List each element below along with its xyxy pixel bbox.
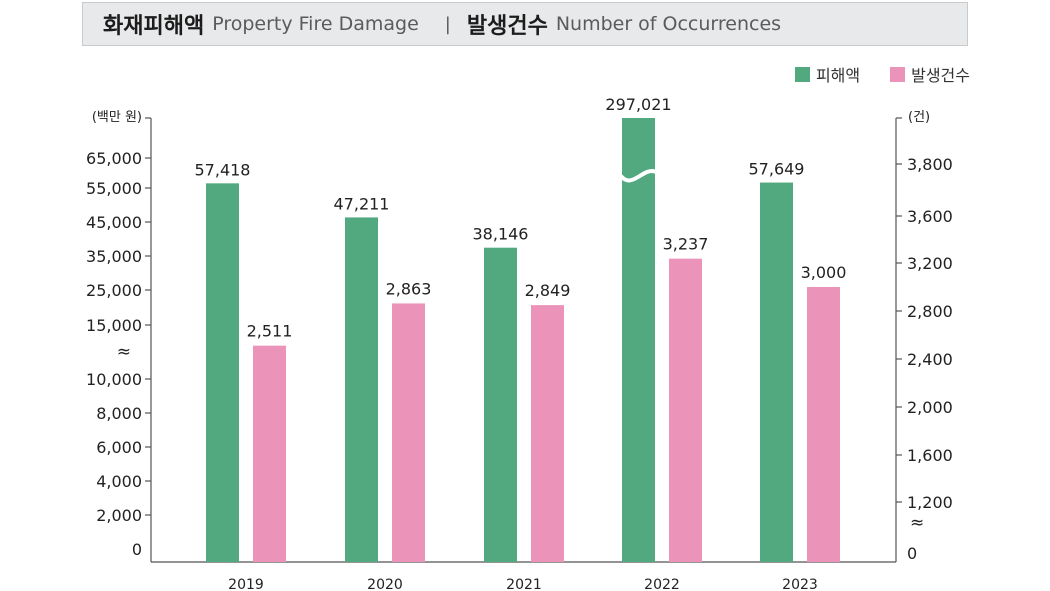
chart-title-bar: 화재피해액 Property Fire Damage | 발생건수 Number… <box>82 2 968 46</box>
left-axis-tick-label: 10,000 <box>86 370 142 389</box>
legend-item-count: 발생건수 <box>890 62 970 86</box>
left-axis-tick-label: 8,000 <box>96 404 142 423</box>
data-label-count-2023: 3,000 <box>801 263 847 282</box>
left-axis-tick-label: 6,000 <box>96 438 142 457</box>
right-axis-unit: (건) <box>908 110 930 125</box>
data-label-damage-2019: 57,418 <box>195 160 251 179</box>
left-axis-tick-label: 55,000 <box>86 179 142 198</box>
right-axis-tick-label: 2,800 <box>907 302 953 321</box>
bar-count-2023 <box>807 287 840 562</box>
bar-damage-2020 <box>345 217 378 562</box>
legend-label-count: 발생건수 <box>911 66 970 85</box>
right-axis-tick-label: 0 <box>907 544 917 563</box>
bar-count-2022 <box>669 258 702 562</box>
chart-labels: (백만 원) (건) 0 2,000 4,000 6,000 8,000 10,000 ≈15,… <box>86 95 953 591</box>
data-label-damage-2021: 38,146 <box>473 225 529 244</box>
title-count-ko: 발생건수 <box>466 14 548 39</box>
x-tick-label-2020: 2020 <box>367 577 403 591</box>
legend-item-damage: 피해액 <box>794 62 861 86</box>
bar-damage-2019 <box>206 183 239 562</box>
title-count-en: Number of Occurrences <box>555 13 782 35</box>
bar-damage-2022 <box>622 118 655 562</box>
chart-legend: 피해액 발생건수 <box>765 62 970 86</box>
title-damage-ko: 화재피해액 <box>103 14 205 39</box>
right-axis-break-mark: ≈ <box>910 513 924 533</box>
left-axis-unit: (백만 원) <box>92 110 142 125</box>
x-tick-label-2019: 2019 <box>228 577 264 591</box>
left-axis-tick-label: 4,000 <box>96 472 142 491</box>
x-tick-label-2023: 2023 <box>782 577 818 591</box>
left-axis-tick-label: 15,000 <box>86 316 142 335</box>
bar-damage-2023 <box>760 182 793 562</box>
right-axis-tick-label: 3,200 <box>907 254 953 273</box>
title-damage-en: Property Fire Damage <box>212 13 419 35</box>
right-axis-tick-label: 3,600 <box>907 207 953 226</box>
right-axis-tick-label: 1,600 <box>907 446 953 465</box>
bar-damage-2021 <box>484 247 517 562</box>
left-axis-tick-label: 35,000 <box>86 247 142 266</box>
right-axis-tick-label: 1,200 <box>907 493 953 512</box>
chart-bars <box>206 118 840 562</box>
legend-label-damage: 피해액 <box>815 66 861 85</box>
data-label-count-2020: 2,863 <box>386 279 432 298</box>
title-separator: | <box>444 13 451 35</box>
data-label-count-2022: 3,237 <box>663 235 709 254</box>
bar-count-2019 <box>253 345 286 562</box>
data-label-count-2021: 2,849 <box>525 281 571 300</box>
bar-break-mark-2022 <box>619 169 657 183</box>
right-axis-tick-label: 3,800 <box>907 155 953 174</box>
x-tick-label-2021: 2021 <box>506 577 542 591</box>
left-axis-tick-label: 45,000 <box>86 213 142 232</box>
left-axis-tick-label: 2,000 <box>96 506 142 525</box>
left-axis-break-mark: ≈ <box>117 342 131 362</box>
legend-swatch-damage <box>794 66 810 82</box>
right-axis-tick-label: 2,400 <box>907 350 953 369</box>
data-label-damage-2020: 47,211 <box>334 194 390 213</box>
left-axis-tick-label: 0 <box>132 540 142 559</box>
left-axis-tick-label: 65,000 <box>86 149 142 168</box>
bar-count-2021 <box>531 305 564 562</box>
data-label-damage-2022: 297,021 <box>605 95 671 114</box>
right-axis-tick-label: 2,000 <box>907 398 953 417</box>
left-axis-tick-label: 25,000 <box>86 281 142 300</box>
x-tick-label-2022: 2022 <box>644 577 680 591</box>
data-label-count-2019: 2,511 <box>247 322 293 341</box>
data-label-damage-2023: 57,649 <box>749 160 805 179</box>
legend-swatch-count <box>890 66 906 82</box>
bar-count-2020 <box>392 303 425 562</box>
